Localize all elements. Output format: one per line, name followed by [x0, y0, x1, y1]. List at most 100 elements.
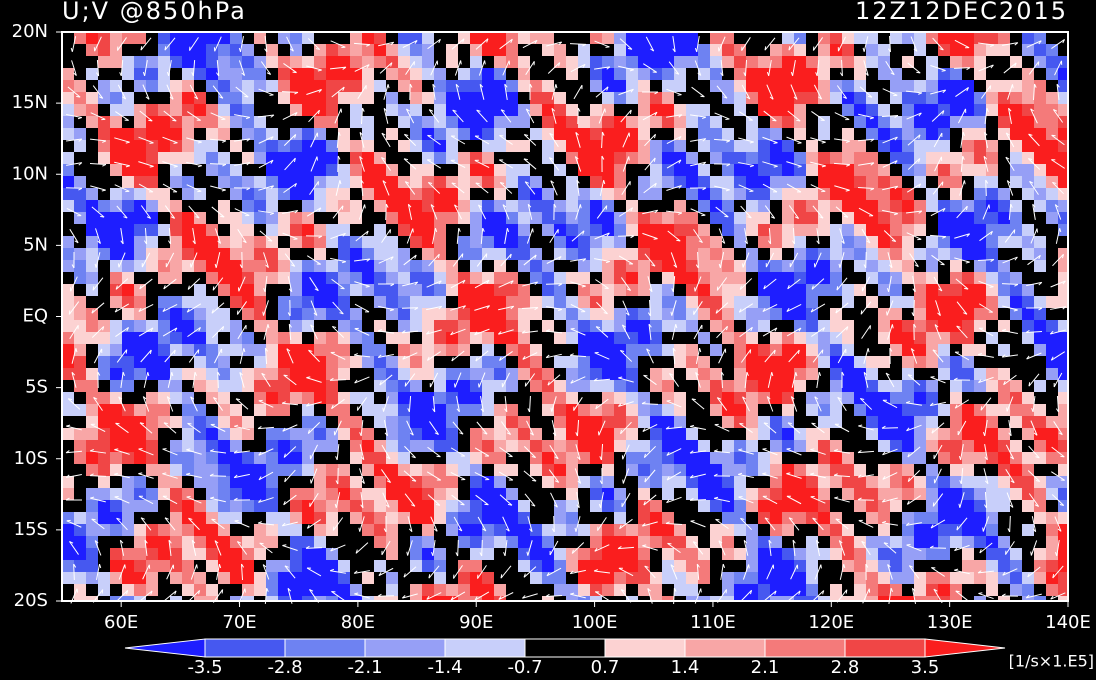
- field-cell: [650, 428, 662, 440]
- wind-arrow: [116, 205, 128, 219]
- wind-arrow: [690, 520, 706, 528]
- field-cell: [122, 452, 134, 464]
- wind-arrow: [335, 467, 339, 485]
- field-cell: [818, 164, 830, 176]
- field-cell: [758, 344, 770, 356]
- field-cell: [890, 476, 902, 488]
- field-cell: [1034, 416, 1046, 428]
- field-cell: [746, 572, 758, 584]
- field-cell: [74, 524, 86, 536]
- field-cell: [818, 308, 830, 320]
- field-cell: [878, 512, 890, 524]
- field-cell: [506, 320, 518, 332]
- field-cell: [86, 596, 98, 601]
- field-cell: [374, 332, 386, 344]
- field-cell: [698, 260, 710, 272]
- field-cell: [458, 284, 470, 296]
- wind-arrow: [1027, 157, 1041, 170]
- field-cell: [806, 380, 818, 392]
- field-cell: [674, 212, 686, 224]
- field-cell: [314, 272, 326, 284]
- field-cell: [470, 368, 482, 380]
- field-cell: [494, 560, 506, 572]
- field-cell: [518, 188, 530, 200]
- wind-arrow: [382, 492, 390, 508]
- field-cell: [230, 536, 242, 548]
- field-cell: [554, 416, 566, 428]
- field-cell: [710, 104, 722, 116]
- field-cell: [674, 596, 686, 601]
- field-cell: [482, 440, 494, 452]
- field-cell: [1010, 500, 1022, 512]
- field-cell: [614, 452, 626, 464]
- field-cell: [470, 272, 482, 284]
- wind-arrow: [73, 563, 77, 581]
- field-cell: [194, 596, 206, 601]
- field-cell: [326, 260, 338, 272]
- field-cell: [662, 284, 674, 296]
- field-cell: [794, 548, 806, 560]
- field-cell: [590, 380, 602, 392]
- wind-arrow: [139, 278, 153, 290]
- field-cell: [98, 152, 110, 164]
- field-cell: [410, 152, 422, 164]
- field-cell: [866, 428, 878, 440]
- field-cell: [662, 32, 674, 44]
- field-cell: [146, 572, 158, 584]
- field-cell: [290, 524, 302, 536]
- field-cell: [698, 284, 710, 296]
- wind-arrow: [954, 257, 970, 264]
- field-cell: [518, 368, 530, 380]
- field-cell: [1022, 200, 1034, 212]
- wind-arrow: [549, 132, 559, 147]
- field-cell: [530, 104, 542, 116]
- field-cell: [338, 176, 350, 188]
- wind-arrow: [1025, 329, 1043, 334]
- field-cell: [974, 164, 986, 176]
- field-cell: [1022, 284, 1034, 296]
- field-cell: [794, 416, 806, 428]
- field-cell: [938, 236, 950, 248]
- field-cell: [902, 308, 914, 320]
- field-cell: [794, 368, 806, 380]
- field-cell: [1010, 308, 1022, 320]
- field-cell: [302, 200, 314, 212]
- wind-arrow: [138, 327, 154, 337]
- field-cell: [770, 596, 782, 601]
- field-cell: [578, 200, 590, 212]
- field-cell: [746, 92, 758, 104]
- wind-arrow: [905, 90, 923, 95]
- field-cell: [386, 44, 398, 56]
- field-cell: [278, 104, 290, 116]
- field-cell: [998, 164, 1010, 176]
- field-cell: [62, 68, 74, 80]
- field-cell: [926, 284, 938, 296]
- wind-arrow: [190, 396, 198, 412]
- field-cell: [830, 452, 842, 464]
- wind-arrow: [882, 88, 898, 97]
- field-cell: [986, 560, 998, 572]
- wind-arrow: [451, 182, 465, 194]
- field-cell: [590, 392, 602, 404]
- field-cell: [542, 368, 554, 380]
- field-cell: [926, 164, 938, 176]
- field-cell: [158, 56, 170, 68]
- field-cell: [98, 596, 110, 601]
- field-cell: [590, 464, 602, 476]
- wind-arrow: [693, 301, 703, 315]
- field-cell: [1058, 260, 1068, 272]
- field-cell: [590, 260, 602, 272]
- field-cell: [1010, 548, 1022, 560]
- wind-arrow: [786, 136, 802, 144]
- wind-arrow: [95, 228, 101, 244]
- field-cell: [1022, 344, 1034, 356]
- field-cell: [818, 500, 830, 512]
- field-cell: [482, 164, 494, 176]
- field-cell: [986, 404, 998, 416]
- field-cell: [974, 440, 986, 452]
- wind-arrow: [282, 232, 298, 240]
- field-cell: [626, 500, 638, 512]
- field-cell: [902, 344, 914, 356]
- field-cell: [938, 140, 950, 152]
- field-cell: [506, 548, 518, 560]
